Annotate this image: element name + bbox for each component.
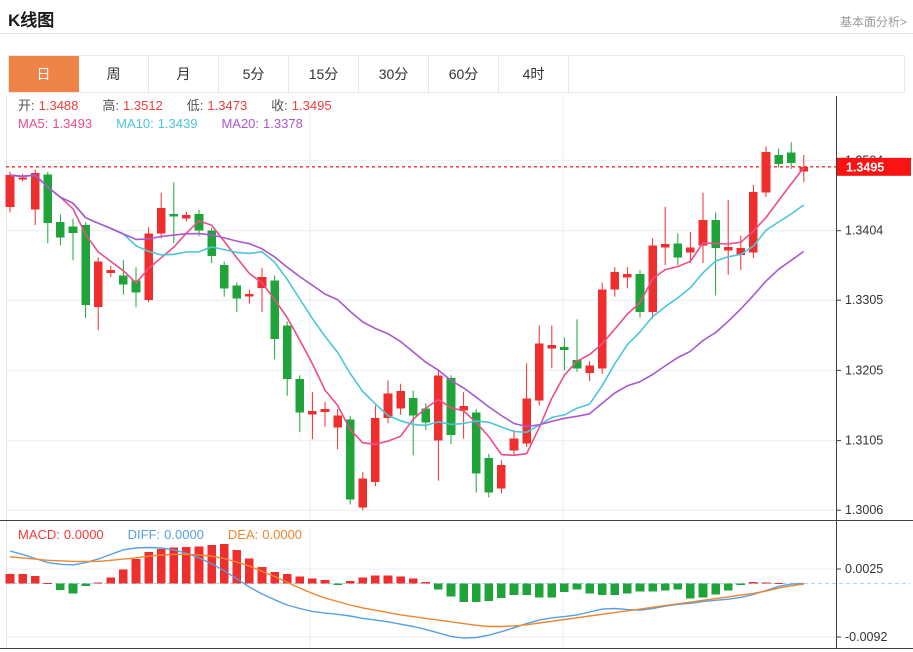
header-divider (0, 33, 913, 34)
dea-item: DEA: 0.0000 (228, 527, 302, 543)
svg-text:1.3105: 1.3105 (845, 434, 883, 448)
high-value: 1.3512 (123, 98, 163, 113)
svg-text:1.3495: 1.3495 (846, 160, 884, 174)
close-label: 收: (271, 98, 288, 113)
tab-week[interactable]: 周 (79, 56, 149, 92)
svg-text:1.3006: 1.3006 (845, 503, 883, 517)
ma5-label: MA5: (18, 116, 49, 131)
tab-15min[interactable]: 15分 (289, 56, 359, 92)
macd-item: MACD: 0.0000 (18, 527, 104, 543)
dea-label: DEA: (227, 527, 259, 542)
tabs-filler (569, 56, 904, 92)
ma20-item: MA20: 1.3378 (221, 116, 302, 132)
ohlc-high: 高: 1.3512 (102, 98, 162, 114)
ohlc-open: 开: 1.3488 (18, 98, 78, 114)
tab-month[interactable]: 月 (149, 56, 219, 92)
macd-value: 0.0000 (63, 527, 104, 542)
diff-label: DIFF: (127, 527, 161, 542)
fundamental-analysis-link[interactable]: 基本面分析> (839, 15, 907, 29)
diff-item: DIFF: 0.0000 (128, 527, 204, 543)
ohlc-legend: 开: 1.3488 高: 1.3512 低: 1.3473 收: 1.3495 (18, 98, 356, 114)
tab-4hour[interactable]: 4时 (499, 56, 569, 92)
svg-text:1.3305: 1.3305 (845, 293, 883, 307)
tab-day[interactable]: 日 (9, 56, 79, 92)
tab-5min[interactable]: 5分 (219, 56, 289, 92)
ma10-label: MA10: (116, 116, 154, 131)
ma10-value: 1.3439 (157, 116, 198, 131)
svg-text:-0.0092: -0.0092 (845, 630, 887, 644)
svg-text:1.3404: 1.3404 (845, 224, 883, 238)
ma5-item: MA5: 1.3493 (18, 116, 92, 132)
tab-30min[interactable]: 30分 (359, 56, 429, 92)
ma-legend: MA5: 1.3493 MA10: 1.3439 MA20: 1.3378 (18, 116, 327, 132)
low-label: 低: (186, 98, 204, 113)
page-title: K线图 (8, 11, 55, 30)
ohlc-close: 收: 1.3495 (271, 98, 331, 114)
ohlc-low: 低: 1.3473 (187, 98, 247, 114)
svg-text:0.0025: 0.0025 (845, 562, 883, 576)
dea-value: 0.0000 (262, 527, 303, 542)
diff-value: 0.0000 (164, 527, 204, 542)
low-value: 1.3473 (207, 98, 248, 113)
svg-text:1.3205: 1.3205 (845, 363, 883, 377)
open-label: 开: (18, 98, 35, 113)
open-value: 1.3488 (38, 98, 79, 113)
high-label: 高: (102, 98, 120, 113)
ma10-item: MA10: 1.3439 (116, 116, 197, 132)
tab-60min[interactable]: 60分 (429, 56, 499, 92)
ma5-value: 1.3493 (52, 116, 93, 131)
macd-legend: MACD: 0.0000 DIFF: 0.0000 DEA: 0.0000 (18, 527, 326, 543)
macd-label: MACD: (18, 527, 60, 542)
timeframe-tabs: 日 周 月 5分 15分 30分 60分 4时 (8, 55, 905, 93)
ma20-value: 1.3378 (263, 116, 303, 131)
close-value: 1.3495 (291, 98, 332, 113)
ma20-label: MA20: (221, 116, 260, 131)
